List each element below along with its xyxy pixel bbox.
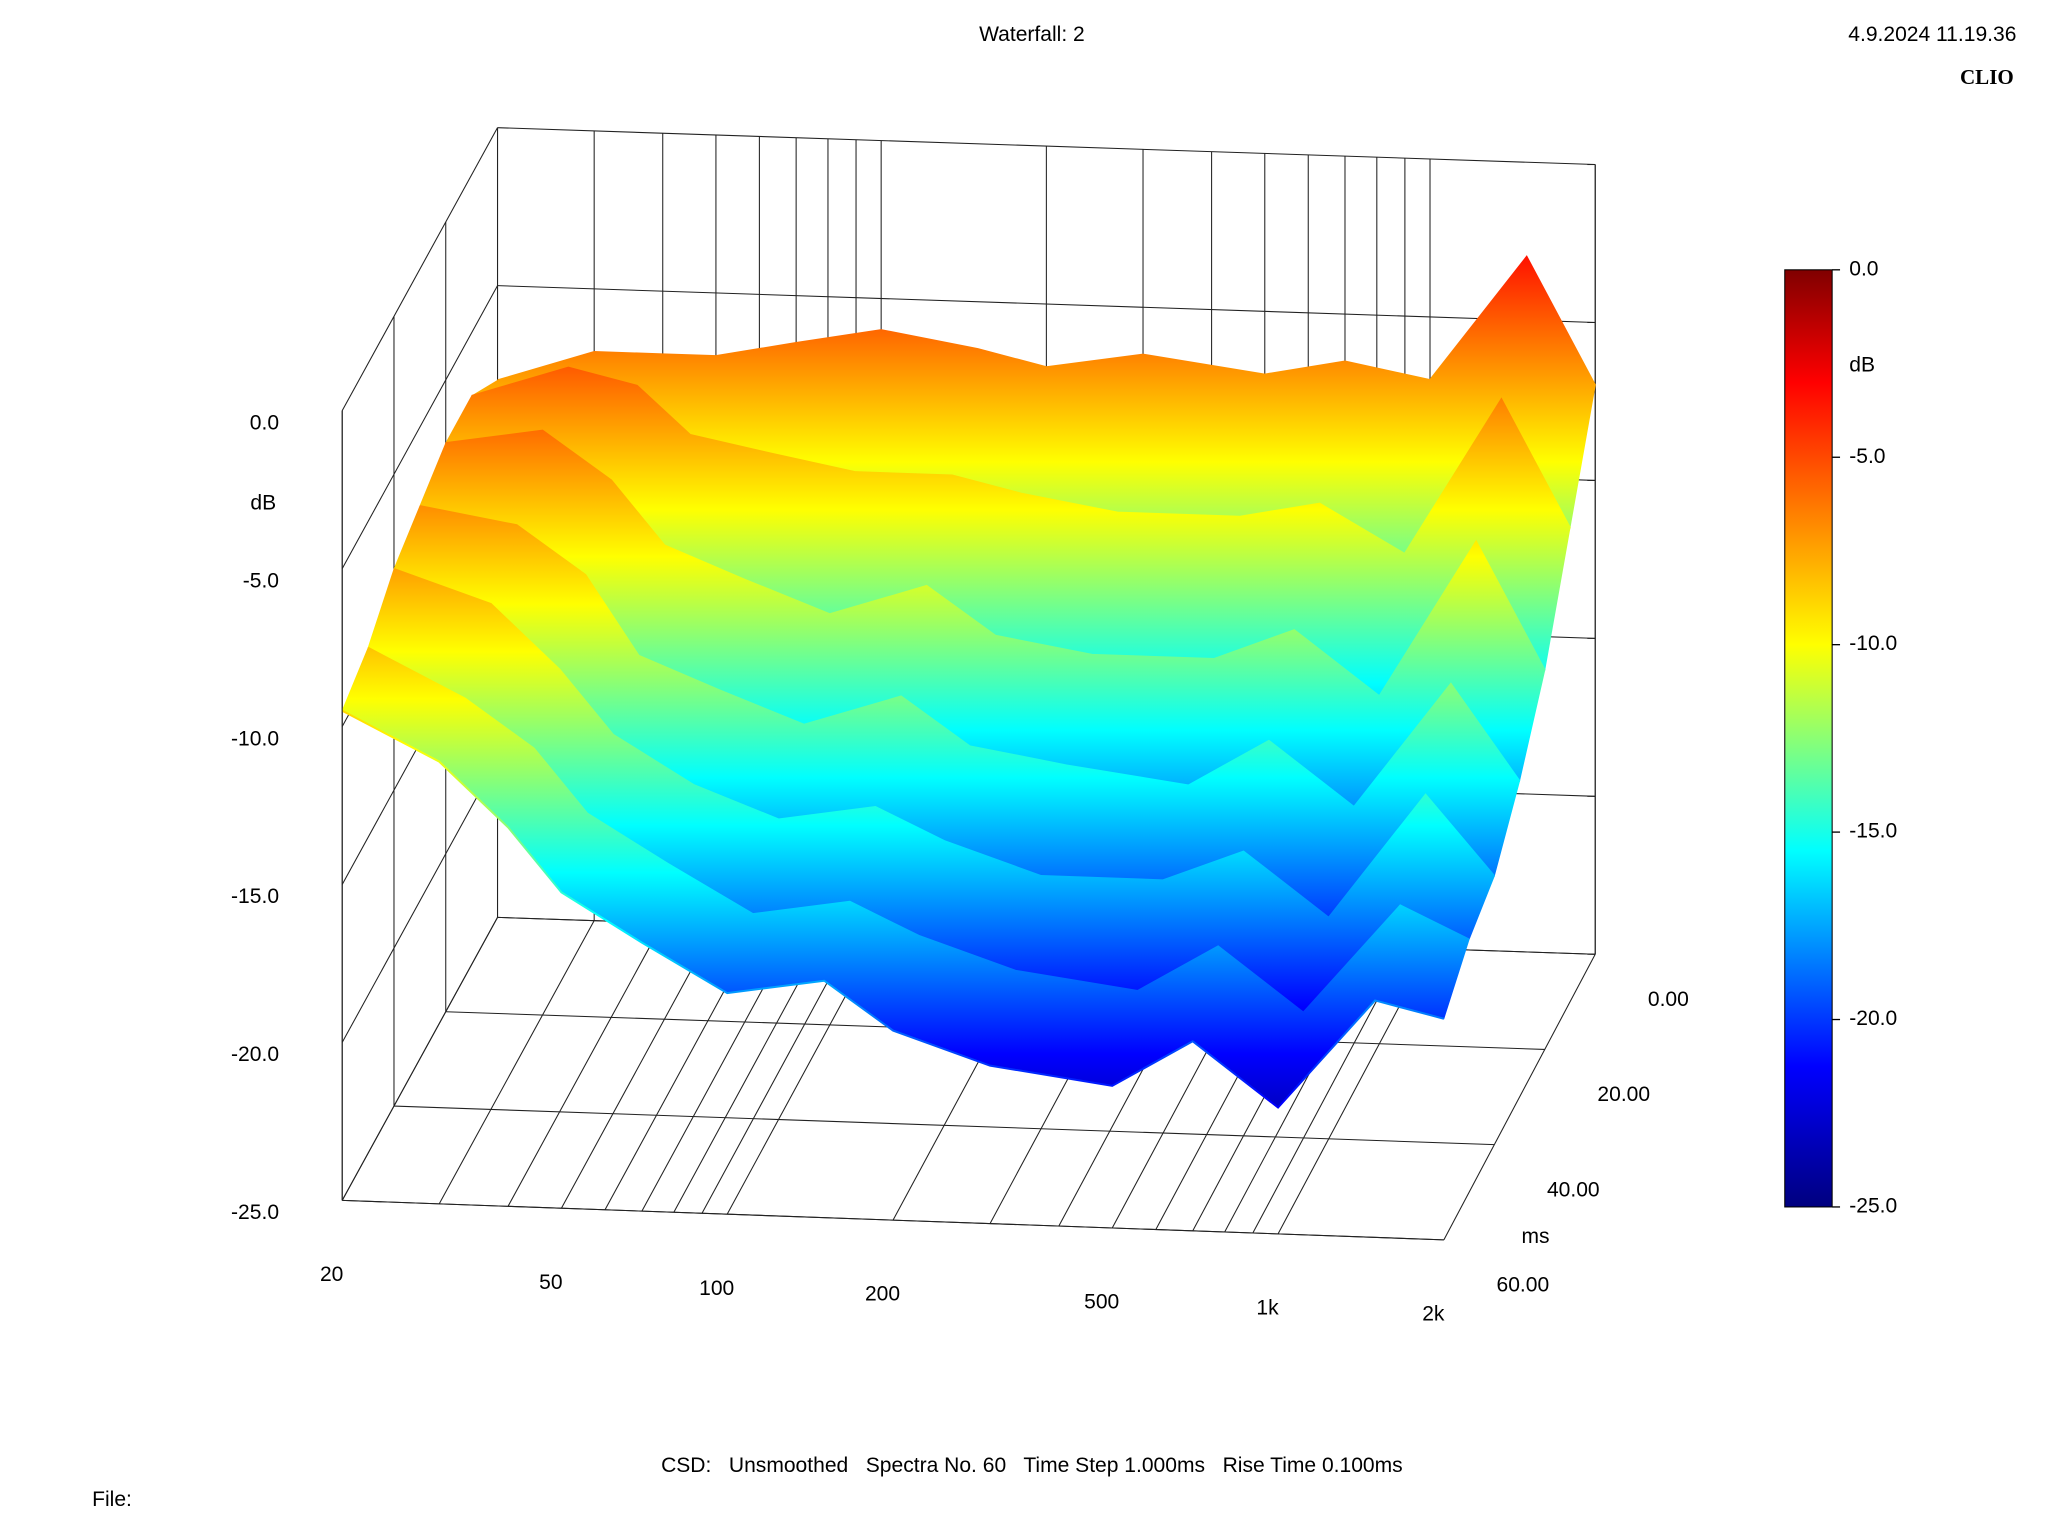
spectrum-line — [471, 366, 1571, 556]
y-tick-label: -5.0 — [243, 569, 279, 592]
colorbar-tick-label: -25.0 — [1849, 1195, 1897, 1218]
footer: CSD: Unsmoothed Spectra No. 60 Time Step… — [661, 1454, 1403, 1477]
floor-grid-line — [438, 920, 595, 1205]
z-tick-label: 20.00 — [1597, 1083, 1650, 1106]
floor-grid-line — [1443, 953, 1596, 1241]
front-bottom-edge — [342, 1199, 1444, 1241]
y-axis-label: dB — [250, 492, 276, 515]
x-tick-label: 100 — [699, 1277, 734, 1300]
x-tick-label: 500 — [1084, 1291, 1119, 1314]
z-axis-label: ms — [1522, 1225, 1550, 1248]
x-tick-label: 1k — [1256, 1296, 1279, 1319]
spectrum-line — [393, 568, 1496, 920]
spectrum-line — [419, 505, 1521, 809]
axes: 20 50 100 200 500 1k 2k 0.0 -5.0 -10.0 -15.0 -20.0 -… — [231, 257, 1897, 1325]
y-tick-label: -15.0 — [231, 885, 279, 908]
colorbar-tick-label: 0.0 — [1849, 257, 1878, 280]
left-grid-line — [341, 285, 498, 569]
colorbar-label: dB — [1849, 353, 1875, 376]
left-grid-line — [341, 759, 498, 1043]
surface — [341, 255, 1597, 1109]
floor-grid-line — [507, 922, 664, 1207]
brand: CLIO — [1960, 65, 2014, 89]
spectrum-line — [341, 709, 1445, 1109]
back-grid-line — [497, 285, 1596, 323]
left-grid-line — [341, 917, 498, 1201]
timestamp: 4.9.2024 11.19.36 — [1848, 23, 2016, 46]
left-grid-line — [341, 127, 498, 411]
colorbar-tick-label: -10.0 — [1849, 632, 1897, 655]
x-tick-label: 50 — [539, 1271, 562, 1294]
x-tick-label: 20 — [320, 1263, 343, 1286]
y-tick-label: -20.0 — [231, 1043, 279, 1066]
colorbar-tick-label: -20.0 — [1849, 1007, 1897, 1030]
floor-grid-line — [393, 1105, 1495, 1146]
file-label: File: — [92, 1488, 132, 1511]
y-tick-label: -25.0 — [231, 1201, 279, 1224]
spectrum-line — [445, 429, 1546, 698]
back-grid-line — [497, 127, 1596, 166]
spectrum-line — [497, 255, 1597, 387]
z-tick-label: 40.00 — [1547, 1178, 1600, 1201]
y-tick-label: 0.0 — [250, 411, 279, 434]
colorbar-tick-label: -5.0 — [1849, 445, 1885, 468]
x-tick-label: 200 — [865, 1283, 900, 1306]
title: Waterfall: 2 — [979, 23, 1085, 46]
spectrum-line — [367, 646, 1470, 1014]
y-tick-label: -10.0 — [231, 727, 279, 750]
z-tick-label: 0.00 — [1648, 988, 1689, 1011]
x-tick-label: 2k — [1422, 1302, 1445, 1325]
colorbar — [1784, 269, 1833, 1208]
colorbar-tick-label: -15.0 — [1849, 820, 1897, 843]
z-tick-label: 60.00 — [1497, 1273, 1550, 1296]
